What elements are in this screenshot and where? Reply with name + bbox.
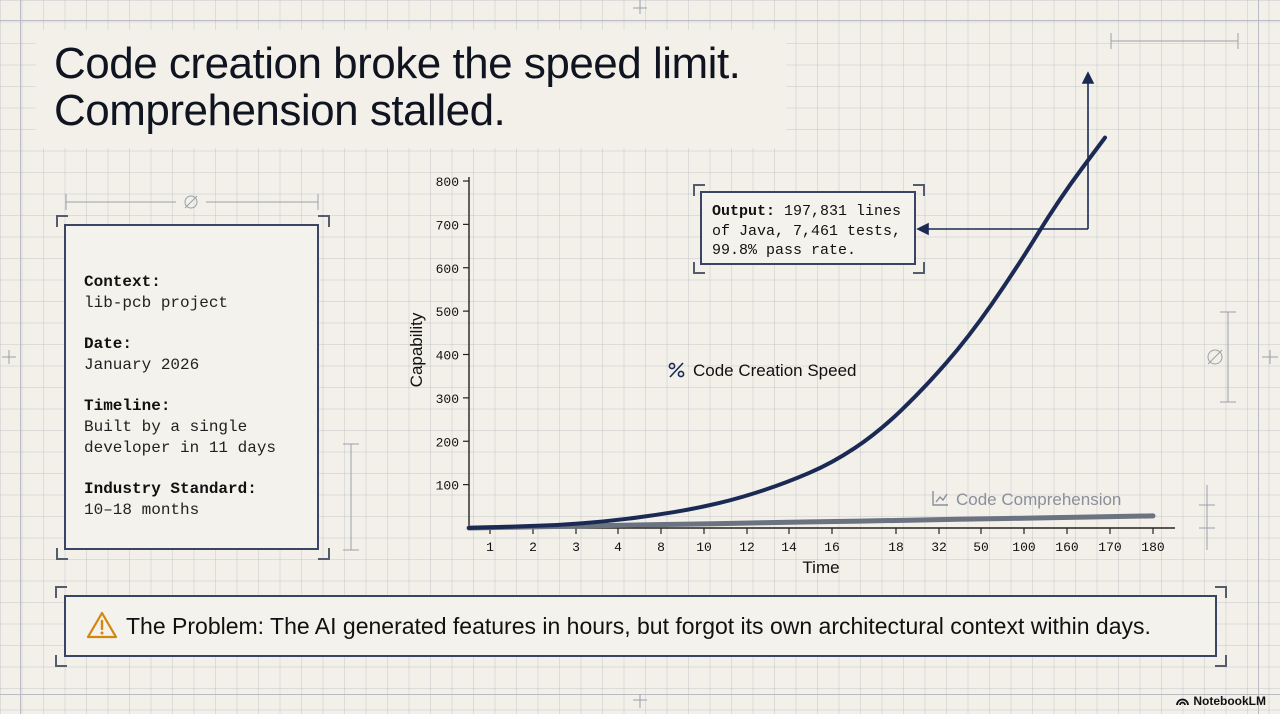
context-label: Context:	[84, 273, 161, 291]
frame-right-line	[1258, 0, 1259, 714]
timeline-label: Timeline:	[84, 397, 171, 415]
x-tick-label: 12	[739, 540, 755, 555]
context-value: lib-pcb project	[84, 294, 229, 312]
x-tick-label: 3	[572, 540, 580, 555]
corner-bracket	[913, 262, 925, 274]
x-tick-label: 180	[1141, 540, 1164, 555]
y-tick-label: 400	[436, 349, 459, 364]
notebooklm-icon	[1176, 698, 1190, 706]
chart-line-icon	[932, 491, 948, 506]
corner-bracket	[318, 548, 330, 560]
x-tick-label: 4	[614, 540, 622, 555]
warning-icon	[86, 611, 118, 639]
y-tick-label: 300	[436, 392, 459, 407]
x-tick-label: 8	[657, 540, 665, 555]
industry-standard-label: Industry Standard:	[84, 480, 257, 498]
problem-banner: The Problem: The AI generated features i…	[64, 595, 1217, 657]
x-tick-label: 1	[486, 540, 494, 555]
callout-label: Output:	[712, 203, 776, 220]
corner-bracket	[693, 184, 705, 196]
corner-bracket	[56, 215, 68, 227]
title-backdrop	[36, 30, 786, 148]
y-axis-label: Capability	[407, 312, 426, 387]
output-callout: Output: 197,831 lines of Java, 7,461 tes…	[700, 191, 916, 265]
corner-bracket	[693, 262, 705, 274]
logo-text: NotebookLM	[1193, 694, 1266, 708]
x-tick-label: 18	[888, 540, 904, 555]
x-tick-label: 100	[1012, 540, 1035, 555]
date-value: January 2026	[84, 356, 200, 374]
corner-bracket	[1215, 655, 1227, 667]
x-axis-label: Time	[802, 558, 839, 577]
corner-bracket	[1215, 586, 1227, 598]
x-tick-label: 32	[931, 540, 947, 555]
x-tick-label: 14	[781, 540, 797, 555]
problem-text: The Problem: The AI generated features i…	[126, 613, 1151, 639]
y-axis: 100 200 300 400 500 600 700 800	[436, 175, 470, 528]
page-title: Code creation broke the speed limit. Com…	[54, 39, 741, 135]
y-tick-label: 600	[436, 262, 459, 277]
x-tick-label: 50	[973, 540, 989, 555]
title-line-2: Comprehension stalled.	[54, 86, 506, 135]
code-comprehension-legend: Code Comprehension	[932, 490, 1121, 509]
x-tick-label: 16	[824, 540, 840, 555]
corner-bracket	[55, 655, 67, 667]
timeline-value: Built by a single developer in 11 days	[84, 418, 277, 457]
corner-bracket	[55, 586, 67, 598]
notebooklm-logo: NotebookLM	[1176, 694, 1266, 708]
callout-connector	[916, 71, 1095, 236]
series-group	[466, 135, 1156, 531]
frame-top-line	[0, 20, 1280, 21]
y-tick-label: 500	[436, 305, 459, 320]
date-label: Date:	[84, 335, 133, 353]
y-tick-label: 700	[436, 218, 459, 233]
code-comprehension-label: Code Comprehension	[956, 490, 1121, 509]
code-creation-label: Code Creation Speed	[693, 361, 857, 380]
x-tick-label: 2	[529, 540, 537, 555]
project-info-card: Context: lib-pcb project Date: January 2…	[64, 224, 319, 550]
code-creation-curve	[467, 135, 1107, 530]
x-axis: 1 2 3 4 8 10 12 14 16 18 32 50 100 160 170 180	[469, 527, 1175, 555]
callout-text: 197,831 lines of Java, 7,461 tests, 99.8…	[712, 203, 902, 259]
title-line-1: Code creation broke the speed limit.	[54, 39, 741, 88]
x-tick-label: 10	[696, 540, 712, 555]
frame-left-line	[20, 0, 21, 714]
y-tick-label: 200	[436, 435, 459, 450]
corner-bracket	[56, 548, 68, 560]
x-tick-label: 160	[1055, 540, 1078, 555]
percent-icon	[668, 362, 685, 378]
x-tick-label: 170	[1098, 540, 1121, 555]
code-comprehension-line	[466, 513, 1156, 531]
industry-standard-value: 10–18 months	[84, 501, 200, 519]
y-tick-label: 100	[436, 479, 459, 494]
code-creation-legend: Code Creation Speed	[668, 361, 857, 380]
y-tick-label: 800	[436, 175, 459, 190]
corner-bracket	[913, 184, 925, 196]
corner-bracket	[318, 215, 330, 227]
